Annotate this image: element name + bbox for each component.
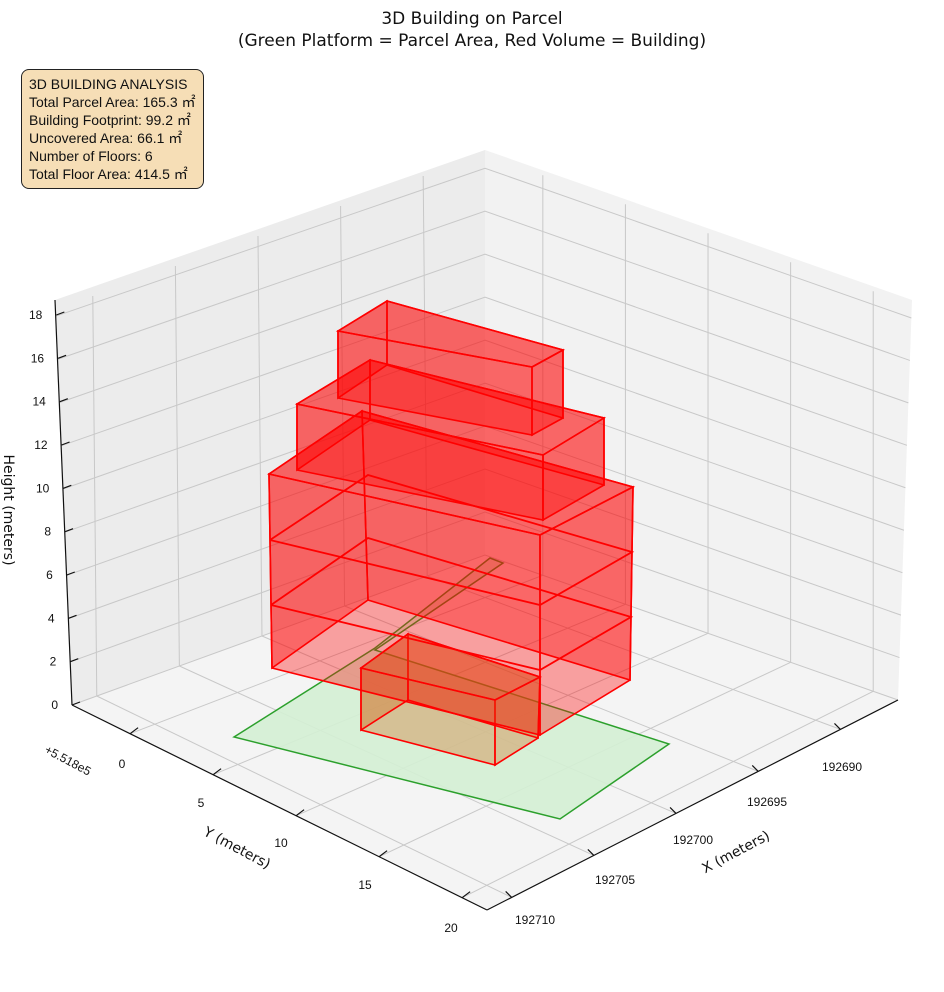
- z-tick: [71, 701, 81, 706]
- z-tick: [70, 658, 79, 663]
- x-tick: [505, 890, 513, 898]
- x-tick: [834, 722, 841, 730]
- floors-1-3-face: [267, 410, 636, 536]
- z-gridline: [64, 382, 905, 533]
- x-tick: [669, 806, 677, 814]
- z-tick: [57, 354, 67, 359]
- x-tick-label: 192695: [747, 795, 787, 809]
- z-tick-label: 6: [46, 568, 53, 582]
- z-tick: [68, 614, 77, 619]
- x-tick: [587, 848, 595, 856]
- z-tick-label: 10: [36, 481, 50, 495]
- floor-4-face: [294, 359, 607, 456]
- x-tick-label: 192690: [822, 760, 862, 774]
- y-tick-label: 20: [444, 921, 458, 935]
- floor-line: [270, 537, 634, 671]
- z-tick: [64, 528, 74, 533]
- x-gridline-wall: [174, 265, 180, 667]
- y-tick: [129, 727, 139, 735]
- y-axis-label: Y (meters): [200, 824, 273, 873]
- z-tick: [59, 398, 69, 403]
- info-parcel-area: Total Parcel Area: 165.3 ㎡: [29, 94, 196, 110]
- info-heading: 3D BUILDING ANALYSIS: [29, 76, 188, 92]
- title-line: 3D Building on Parcel: [381, 9, 563, 29]
- z-tick-label: 12: [34, 438, 48, 452]
- z-tick-label: 8: [44, 525, 51, 539]
- subtitle-line: (Green Platform = Parcel Area, Red Volum…: [237, 31, 707, 51]
- parcel-platform: [232, 557, 671, 820]
- z-gridline: [57, 210, 911, 361]
- z-gridline: [59, 253, 909, 404]
- y-tick-label: 15: [358, 878, 372, 892]
- z-gridline: [60, 296, 908, 447]
- floor-line: [269, 474, 635, 606]
- y-offset-label: +5.518e5: [42, 742, 93, 778]
- y-gridline: [461, 690, 874, 899]
- z-gridline: [70, 511, 900, 663]
- z-tick: [61, 441, 70, 446]
- y-tick: [212, 768, 222, 776]
- y-tick-label: 5: [198, 796, 205, 810]
- info-floors: Number of Floors: 6: [29, 148, 153, 164]
- info-box: 3D BUILDING ANALYSIS Total Parcel Area: …: [21, 69, 204, 189]
- right-pane: [485, 150, 912, 700]
- y-tick: [295, 809, 305, 817]
- z-tick-label: 14: [32, 395, 46, 409]
- z-axis-label: Height (meters): [0, 454, 16, 565]
- y-tick: [461, 891, 471, 899]
- x-gridline-wall: [92, 295, 98, 697]
- z-gridline: [62, 339, 906, 490]
- z-tick-label: 18: [29, 308, 43, 322]
- z-tick-label: 0: [51, 698, 58, 712]
- y-tick-label: 0: [119, 757, 126, 771]
- y-gridline: [129, 574, 543, 735]
- z-gridline: [71, 554, 899, 706]
- x-tick-label: 192700: [673, 833, 713, 847]
- z-tick: [56, 311, 65, 316]
- x-gridline: [96, 695, 512, 898]
- z-gridline: [55, 167, 912, 319]
- info-uncovered: Uncovered Area: 66.1 ㎡: [29, 130, 183, 146]
- x-gridline-wall: [340, 205, 346, 607]
- z-tick-label: 2: [50, 655, 57, 669]
- y-tick-label: 10: [274, 836, 288, 850]
- z-gridline: [68, 468, 902, 620]
- floor-5-face: [335, 300, 566, 368]
- y-tick: [378, 850, 388, 858]
- x-tick-label: 192705: [595, 873, 635, 887]
- z-tick-label: 4: [48, 611, 55, 625]
- z-axis-line: [54, 299, 73, 706]
- x-tick: [751, 764, 759, 772]
- z-tick: [63, 484, 72, 489]
- z-tick: [66, 571, 75, 576]
- info-floor-area: Total Floor Area: 414.5 ㎡: [29, 166, 188, 182]
- y-axis-line: [71, 704, 488, 911]
- z-tick-label: 16: [31, 351, 45, 365]
- x-axis-line: [486, 699, 899, 911]
- x-tick-label: 192710: [515, 913, 555, 927]
- chart-title: 3D Building on Parcel (Green Platform = …: [0, 8, 944, 52]
- info-footprint: Building Footprint: 99.2 ㎡: [29, 112, 191, 128]
- x-gridline: [427, 575, 841, 730]
- x-gridline: [344, 605, 759, 772]
- x-gridline-wall: [257, 235, 263, 637]
